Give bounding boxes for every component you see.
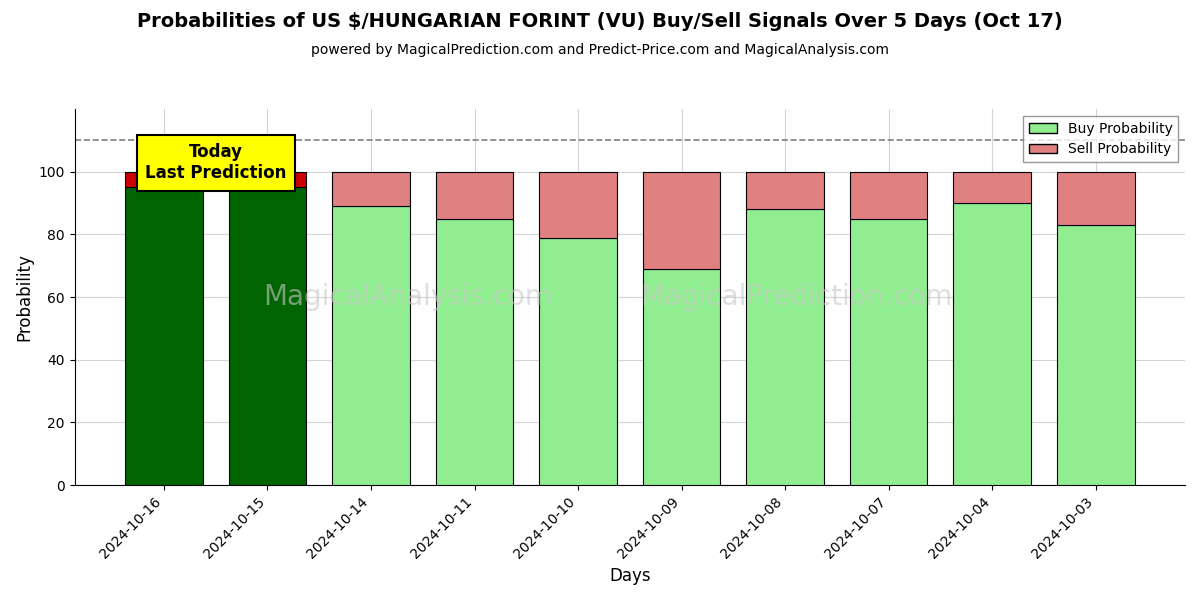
Bar [746, 209, 824, 485]
Y-axis label: Probability: Probability [16, 253, 34, 341]
Legend: Buy Probability, Sell Probability: Buy Probability, Sell Probability [1024, 116, 1178, 162]
Bar [850, 172, 928, 219]
Bar [1057, 172, 1134, 225]
Text: Probabilities of US $/HUNGARIAN FORINT (VU) Buy/Sell Signals Over 5 Days (Oct 17: Probabilities of US $/HUNGARIAN FORINT (… [137, 12, 1063, 31]
Bar [850, 219, 928, 485]
Bar [746, 172, 824, 209]
Text: powered by MagicalPrediction.com and Predict-Price.com and MagicalAnalysis.com: powered by MagicalPrediction.com and Pre… [311, 43, 889, 57]
Bar [643, 269, 720, 485]
Text: Today
Last Prediction: Today Last Prediction [145, 143, 287, 182]
Bar [229, 187, 306, 485]
Bar [953, 172, 1031, 203]
Bar [539, 238, 617, 485]
Bar [539, 172, 617, 238]
Bar [229, 172, 306, 187]
Bar [332, 172, 410, 206]
Bar [1057, 225, 1134, 485]
Bar [953, 203, 1031, 485]
Bar [643, 172, 720, 269]
Bar [436, 219, 514, 485]
Text: MagicalPrediction.com: MagicalPrediction.com [640, 283, 953, 311]
Bar [332, 206, 410, 485]
Bar [125, 187, 203, 485]
X-axis label: Days: Days [610, 567, 650, 585]
Bar [125, 172, 203, 187]
Text: MagicalAnalysis.com: MagicalAnalysis.com [263, 283, 552, 311]
Bar [436, 172, 514, 219]
